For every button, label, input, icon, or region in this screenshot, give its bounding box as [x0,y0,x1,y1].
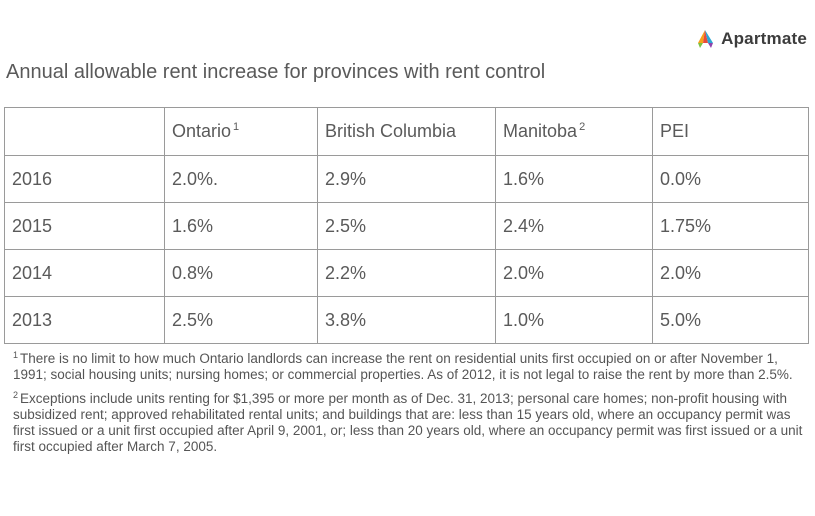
header-cell-manitoba: Manitoba 2 [495,107,653,156]
brand-logo: Apartmate [694,28,807,50]
rent-increase-table: Ontario 1 British Columbia Manitoba 2 PEI … [4,107,809,344]
table-cell: 2.2% [317,249,496,297]
apartmate-logo-icon [698,30,714,48]
table-cell: 0.0% [652,155,809,203]
header-cell-blank [4,107,165,156]
footnote-marker: 1 [233,121,240,133]
row-year-cell: 2014 [4,249,165,297]
logo-text: Apartmate [721,29,807,48]
table-cell: 1.6% [164,202,318,250]
table-cell: 2.0% [495,249,653,297]
table-row: 2014 0.8% 2.2% 2.0% 2.0% [4,249,809,297]
footnote-marker: 2 [13,389,19,400]
header-cell-pei: PEI [652,107,809,156]
table-row: 2015 1.6% 2.5% 2.4% 1.75% [4,202,809,250]
footnote-2: 2 Exceptions include units renting for $1… [13,389,803,455]
table-cell: 0.8% [164,249,318,297]
table-cell: 2.0% [652,249,809,297]
table-row: 2016 2.0%. 2.9% 1.6% 0.0% [4,155,809,203]
row-year-cell: 2013 [4,296,165,344]
footnote-marker: 2 [579,121,586,133]
footnote-marker: 1 [13,349,19,360]
footnote-text: There is no limit to how much Ontario la… [13,351,793,382]
table-cell: 2.9% [317,155,496,203]
row-year-cell: 2016 [4,155,165,203]
footnote-1: 1 There is no limit to how much Ontario l… [13,349,803,383]
footnotes: 1 There is no limit to how much Ontario l… [13,349,803,463]
table-cell: 2.4% [495,202,653,250]
table-cell: 1.6% [495,155,653,203]
table-row: 2013 2.5% 3.8% 1.0% 5.0% [4,296,809,344]
table-cell: 2.5% [317,202,496,250]
table-header-row: Ontario 1 British Columbia Manitoba 2 PEI [4,107,809,156]
table-cell: 5.0% [652,296,809,344]
table-cell: 3.8% [317,296,496,344]
header-cell-ontario: Ontario 1 [164,107,318,156]
footnote-text: Exceptions include units renting for $1,… [13,391,803,454]
table-cell: 2.5% [164,296,318,344]
table-cell: 1.0% [495,296,653,344]
row-year-cell: 2015 [4,202,165,250]
table-title: Annual allowable rent increase for provi… [6,61,546,83]
table-cell: 1.75% [652,202,809,250]
table-cell: 2.0%. [164,155,318,203]
header-cell-british-columbia: British Columbia [317,107,496,156]
